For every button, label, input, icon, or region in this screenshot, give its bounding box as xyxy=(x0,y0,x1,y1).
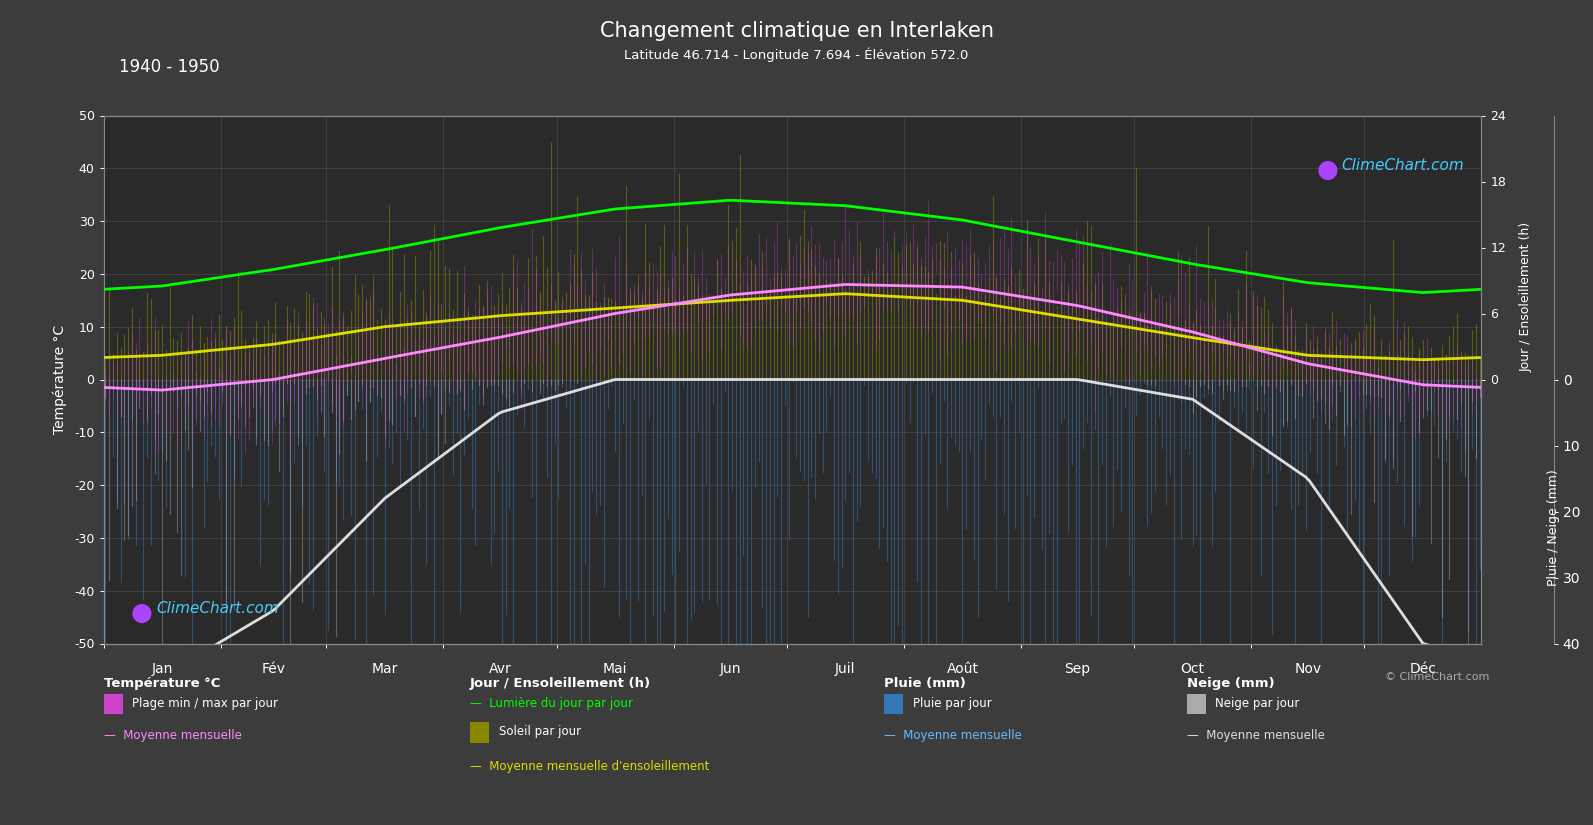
Text: Août: Août xyxy=(946,662,978,676)
Text: ClimeChart.com: ClimeChart.com xyxy=(156,601,279,616)
Text: ●: ● xyxy=(131,601,153,625)
Y-axis label: Température °C: Température °C xyxy=(53,325,67,434)
Text: Changement climatique en Interlaken: Changement climatique en Interlaken xyxy=(599,21,994,40)
Text: —  Moyenne mensuelle: — Moyenne mensuelle xyxy=(884,728,1023,742)
Text: © ClimeChart.com: © ClimeChart.com xyxy=(1384,672,1489,682)
Text: Juil: Juil xyxy=(835,662,855,676)
Text: Température °C: Température °C xyxy=(104,676,220,690)
Text: —  Lumière du jour par jour: — Lumière du jour par jour xyxy=(470,697,632,710)
Text: Pluie (mm): Pluie (mm) xyxy=(884,676,965,690)
Text: Neige par jour: Neige par jour xyxy=(1215,697,1300,710)
Text: Neige (mm): Neige (mm) xyxy=(1187,676,1274,690)
Text: Jun: Jun xyxy=(720,662,741,676)
Text: Jour / Ensoleillement (h): Jour / Ensoleillement (h) xyxy=(470,676,652,690)
Text: —  Moyenne mensuelle: — Moyenne mensuelle xyxy=(1187,728,1325,742)
Text: Plage min / max par jour: Plage min / max par jour xyxy=(132,697,279,710)
Text: Sep: Sep xyxy=(1064,662,1091,676)
Text: Oct: Oct xyxy=(1180,662,1204,676)
Text: Déc: Déc xyxy=(1410,662,1437,676)
Text: Pluie par jour: Pluie par jour xyxy=(913,697,991,710)
Text: Jour / Ensoleillement (h): Jour / Ensoleillement (h) xyxy=(1520,222,1532,372)
Text: Avr: Avr xyxy=(489,662,511,676)
Text: 1940 - 1950: 1940 - 1950 xyxy=(119,58,220,76)
Text: —  Moyenne mensuelle d'ensoleillement: — Moyenne mensuelle d'ensoleillement xyxy=(470,760,709,773)
Text: Latitude 46.714 - Longitude 7.694 - Élévation 572.0: Latitude 46.714 - Longitude 7.694 - Élév… xyxy=(624,48,969,63)
Text: Pluie / Neige (mm): Pluie / Neige (mm) xyxy=(1547,469,1560,587)
Text: Fév: Fév xyxy=(261,662,285,676)
Text: ●: ● xyxy=(1316,158,1338,182)
Text: Jan: Jan xyxy=(151,662,172,676)
Text: Soleil par jour: Soleil par jour xyxy=(499,725,581,738)
Text: Mai: Mai xyxy=(602,662,628,676)
Text: Mar: Mar xyxy=(371,662,398,676)
Text: ClimeChart.com: ClimeChart.com xyxy=(1341,158,1464,172)
Text: Nov: Nov xyxy=(1294,662,1322,676)
Text: —  Moyenne mensuelle: — Moyenne mensuelle xyxy=(104,728,242,742)
